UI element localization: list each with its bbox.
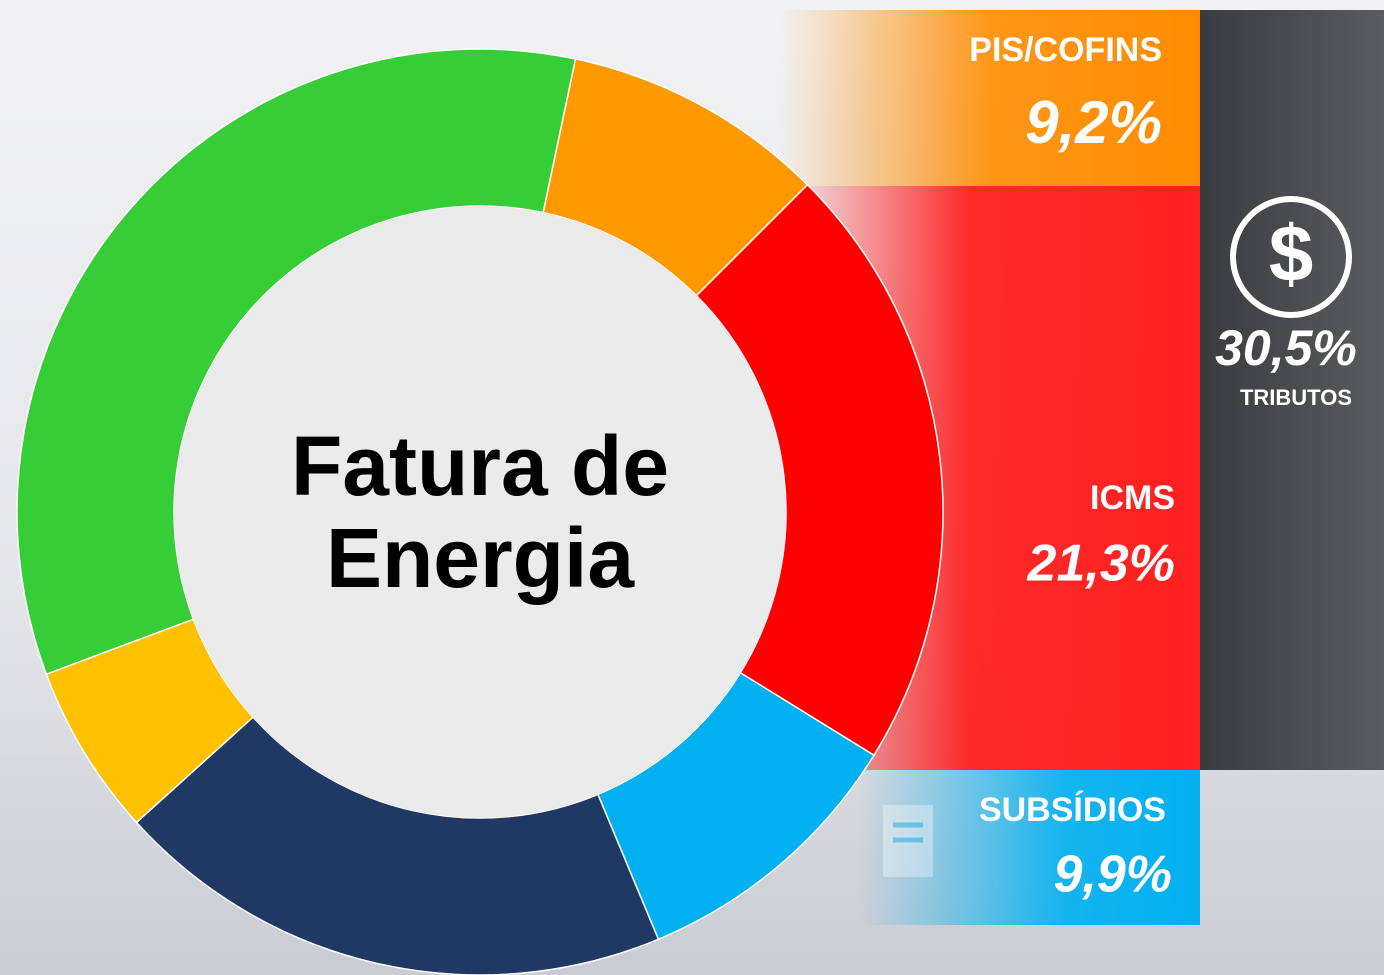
segment-label: ICMS (1090, 479, 1175, 517)
segment-label: PIS/COFINS (969, 31, 1162, 69)
page: $ 30,5% TRIBUTOS PIS/COFINS 9,2% ICMS 21,3%… (0, 0, 1384, 975)
value-label: 21,3% (1027, 535, 1175, 593)
doc-icon (883, 805, 933, 877)
segment-label: SUBSÍDIOS (979, 791, 1166, 829)
total-label: TRIBUTOS (1240, 385, 1352, 410)
chart-title: Fatura de Energia (250, 420, 710, 604)
total-value: 30,5% (1215, 320, 1357, 376)
value-label: 9,9% (1053, 846, 1172, 904)
icon: $ (1269, 209, 1314, 298)
value-label: 9,2% (1025, 89, 1162, 156)
